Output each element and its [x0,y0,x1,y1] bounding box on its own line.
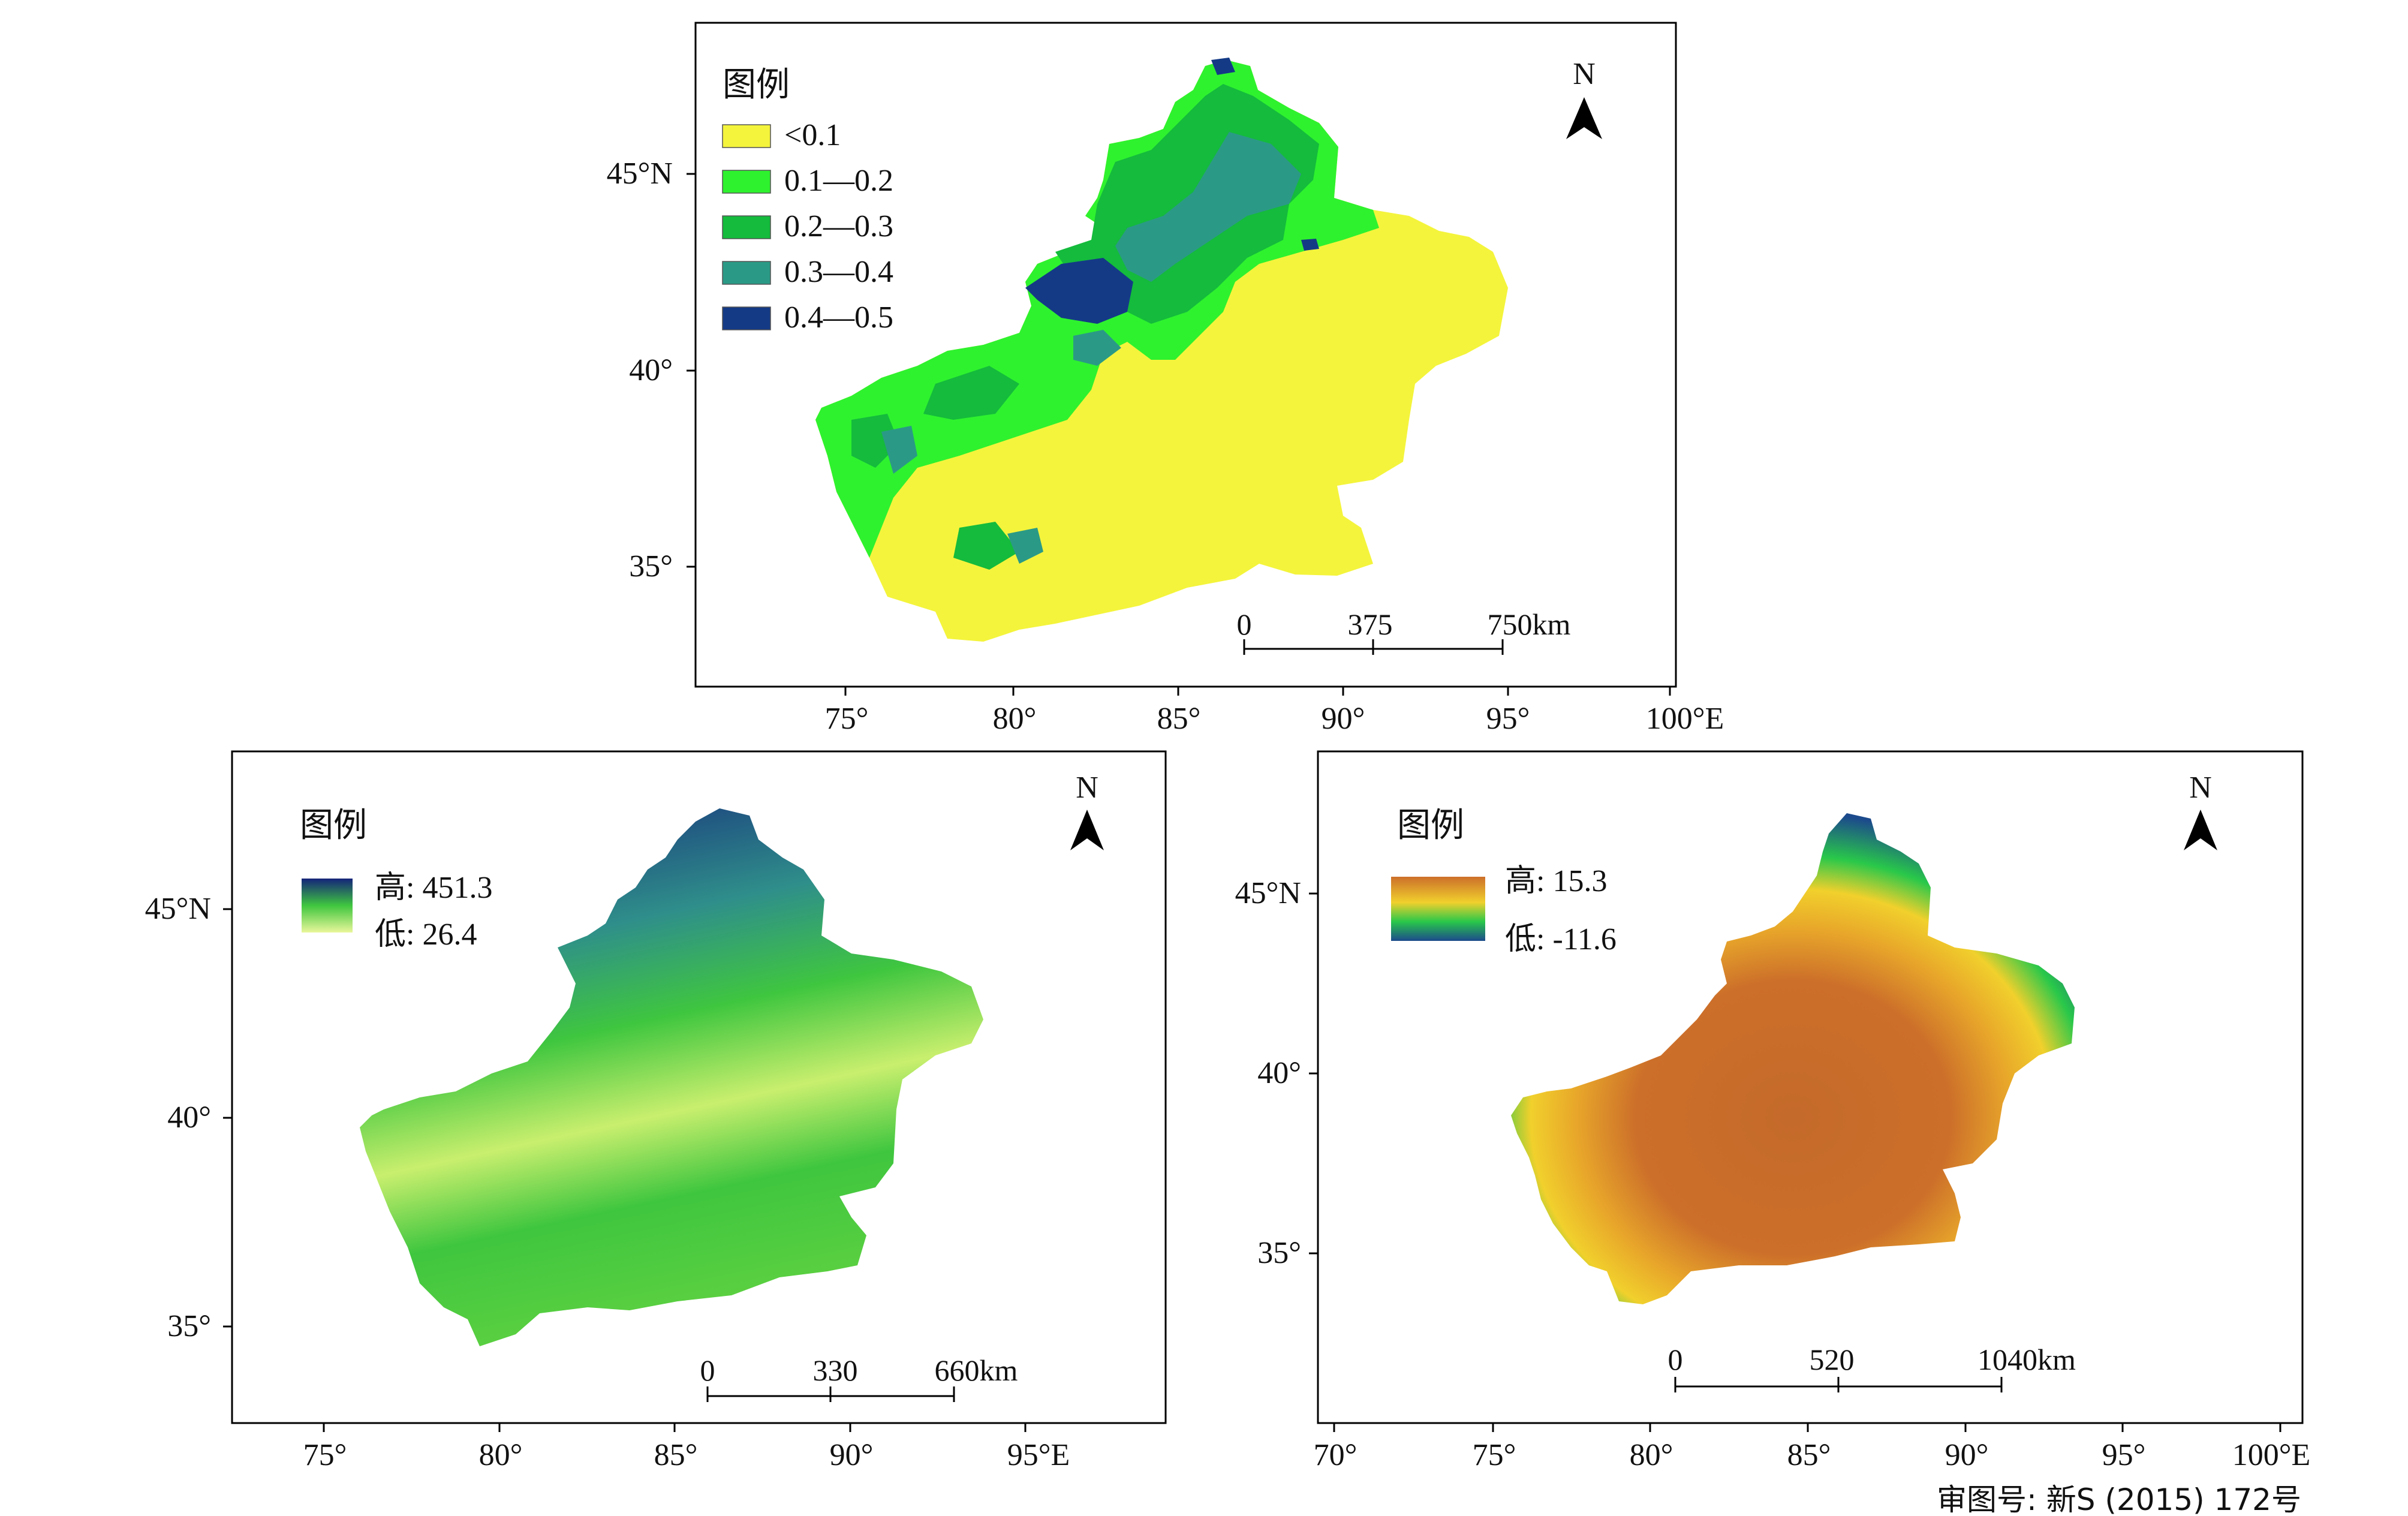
map2-lon-label: 75° [303,1438,347,1472]
map1-lon-ticks [844,687,1671,696]
map3-lon-label: 95° [2102,1438,2146,1472]
map1-legend-swatch-0102 [722,170,771,194]
map2-lat-ticks [223,908,232,1328]
map3-legend: 图例 高: 15.3 低: -11.6 [1391,806,1617,956]
map1-region [815,58,1508,642]
map1-legend-item: 0.2—0.3 [722,209,893,243]
map1-legend-swatch-0304 [722,261,771,285]
map1-scale-bar: 0 375 750km [1237,607,1571,655]
map1-legend-item: <0.1 [722,118,841,152]
map3-legend-low: 低: -11.6 [1505,922,1617,956]
map2-lon-label: 85° [654,1438,698,1472]
map3-panel: 图例 高: 15.3 低: -11.6 N 0 520 1040km 45°N … [1235,750,2311,1472]
map3-lon-ticks [1333,1423,2281,1432]
map-approval-number: 审图号: 新S (2015) 172号 [1937,1482,2301,1516]
map1-class-0304 [881,132,1301,564]
map1-lon-label: 85° [1157,702,1201,736]
map3-lon-label: 70° [1314,1438,1357,1472]
map1-lat-label: 45°N [607,157,673,191]
map2-legend-low: 低: 26.4 [375,918,477,952]
map2-region [360,808,983,1346]
north-arrow-icon [1566,97,1602,139]
map3-scale-label: 520 [1810,1343,1855,1376]
map3-legend-ramp [1391,877,1485,941]
map1-legend-label-0405: 0.4—0.5 [784,300,893,335]
map3-axes [1309,892,2281,1432]
map2-lon-ticks [323,1423,1027,1432]
map2-scale-label: 330 [813,1353,858,1387]
map3-lat-ticks [1309,892,1318,1255]
map1-panel: 图例 <0.1 0.1—0.2 0.2—0.3 0.3—0.4 0.4—0.5 [607,22,1724,736]
map2-scale-bar: 0 330 660km [700,1353,1018,1402]
map2-lon-label: 90° [830,1438,874,1472]
map1-north-arrow: N [1566,57,1602,139]
map2-scale-label: 0 [700,1353,715,1387]
map1-scale-label: 750km [1488,607,1571,641]
map1-legend-label-lt01: <0.1 [784,118,841,152]
map1-legend-item: 0.4—0.5 [722,300,893,335]
map3-lat-label: 40° [1257,1056,1301,1090]
map3-scale-bar: 0 520 1040km [1668,1343,2076,1392]
map1-legend-swatch-lt01 [722,124,771,148]
map2-legend-ramp [302,879,353,933]
north-arrow-icon [2184,810,2217,850]
map1-legend-label-0203: 0.2—0.3 [784,209,893,243]
map1-lon-label: 90° [1322,702,1365,736]
map1-legend: 图例 <0.1 0.1—0.2 0.2—0.3 0.3—0.4 0.4—0.5 [722,65,893,335]
map1-legend-item: 0.1—0.2 [722,164,893,198]
map3-region [1511,813,2075,1304]
map3-scale-label: 0 [1668,1343,1683,1376]
map1-axes [687,173,1671,696]
map1-lon-label: 80° [993,702,1037,736]
map2-legend-high: 高: 451.3 [375,871,492,905]
map2-lat-label: 35° [167,1309,211,1343]
map2-scale-line [706,1386,955,1402]
map2-scale-label: 660km [935,1353,1018,1387]
map2-lat-label: 45°N [145,892,211,926]
map2-lon-label: 95°E [1007,1438,1070,1472]
map3-lon-label: 100°E [2232,1438,2311,1472]
map1-lat-label: 35° [629,549,673,583]
map3-legend-title: 图例 [1397,806,1464,845]
map3-scale-label: 1040km [1977,1343,2076,1376]
map2-panel: 图例 高: 451.3 低: 26.4 N 0 330 660km 45°N 4… [145,750,1167,1472]
map3-lon-label: 75° [1473,1438,1516,1472]
north-arrow-icon [1070,810,1104,850]
map1-scale-line [1243,639,1504,655]
map3-lon-label: 90° [1945,1438,1989,1472]
map1-lat-label: 40° [629,353,673,387]
map1-legend-title: 图例 [723,65,790,104]
map3-lon-label: 80° [1630,1438,1673,1472]
map3-lat-label: 45°N [1235,876,1301,910]
map2-north-arrow: N [1070,771,1104,850]
map2-lon-label: 80° [479,1438,523,1472]
map2-legend-title: 图例 [300,806,367,845]
map1-lat-ticks [687,173,696,568]
map3-lon-label: 85° [1787,1438,1831,1472]
map2-legend: 图例 高: 451.3 低: 26.4 [300,806,492,952]
map1-legend-label-0102: 0.1—0.2 [784,164,893,198]
map3-north-label: N [2189,771,2212,805]
map3-scale-line [1674,1377,2003,1392]
map3-lat-label: 35° [1257,1236,1301,1270]
map2-axes [223,908,1027,1432]
map1-scale-label: 0 [1237,607,1252,641]
map1-legend-swatch-0405 [722,306,771,330]
map1-north-label: N [1573,57,1596,91]
map2-north-label: N [1076,771,1098,805]
map1-scale-label: 375 [1348,607,1393,641]
map1-legend-item: 0.3—0.4 [722,255,893,289]
map1-class-0405 [1025,58,1319,324]
map1-legend-label-0304: 0.3—0.4 [784,255,893,289]
map1-lon-label: 100°E [1646,702,1724,736]
map3-north-arrow: N [2184,771,2217,850]
map1-lon-label: 95° [1486,702,1530,736]
map2-lat-label: 40° [167,1100,211,1135]
map3-legend-high: 高: 15.3 [1505,864,1607,898]
map1-legend-swatch-0203 [722,215,771,239]
map1-lon-label: 75° [825,702,869,736]
